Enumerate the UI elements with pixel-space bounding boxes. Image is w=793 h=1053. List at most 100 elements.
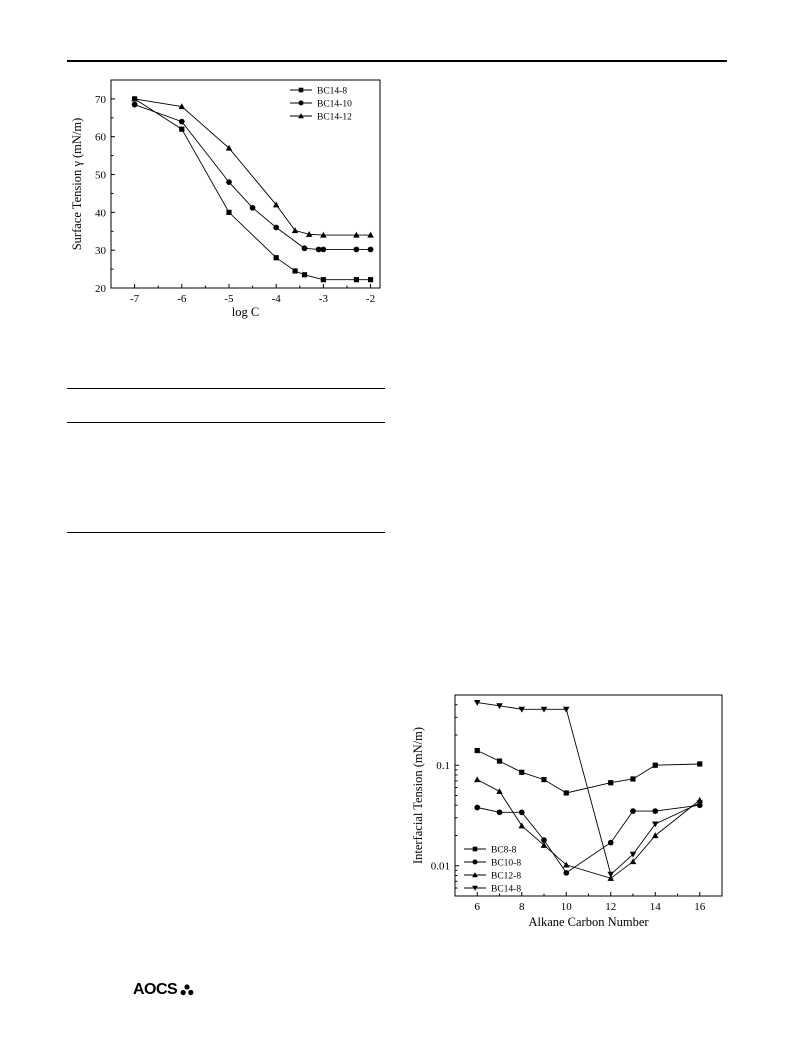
legend-label: BC8-8 bbox=[491, 846, 517, 856]
series-bc10-8 bbox=[474, 802, 703, 876]
legend-label: BC14-10 bbox=[317, 100, 352, 110]
data-point bbox=[652, 808, 659, 814]
x-tick-label: 14 bbox=[650, 901, 662, 913]
legend-label: BC14-12 bbox=[317, 113, 352, 123]
data-point bbox=[629, 858, 637, 865]
x-tick-label: 6 bbox=[475, 901, 481, 913]
table-header-rule bbox=[67, 422, 385, 423]
plot-frame bbox=[110, 79, 381, 289]
data-point bbox=[540, 841, 548, 848]
data-point bbox=[353, 277, 360, 283]
data-point bbox=[540, 706, 548, 713]
data-point bbox=[607, 839, 614, 846]
legend-label: BC14-8 bbox=[491, 885, 521, 895]
data-point bbox=[353, 231, 360, 238]
data-point bbox=[178, 118, 185, 125]
data-point bbox=[541, 776, 547, 783]
y-tick-label: 70 bbox=[95, 94, 107, 106]
data-point bbox=[179, 126, 185, 132]
legend-marker bbox=[472, 846, 478, 852]
x-tick-label: 16 bbox=[694, 901, 706, 913]
data-point bbox=[563, 861, 570, 868]
y-axis-title: Surface Tension γ (mN/m) bbox=[70, 118, 84, 251]
data-point bbox=[629, 851, 637, 858]
data-point bbox=[474, 700, 481, 706]
data-point bbox=[320, 277, 326, 283]
data-point bbox=[178, 103, 186, 110]
data-point bbox=[273, 255, 279, 261]
data-point bbox=[315, 246, 322, 253]
aocs-logo-text: AOCS bbox=[133, 981, 178, 998]
data-point bbox=[225, 144, 233, 151]
data-point bbox=[541, 837, 547, 843]
x-tick-label: -4 bbox=[272, 293, 282, 305]
data-point bbox=[519, 769, 525, 775]
x-tick-label: 12 bbox=[605, 901, 616, 913]
page-header-rule bbox=[67, 60, 727, 62]
legend-label: BC12-8 bbox=[491, 872, 521, 882]
legend-marker bbox=[472, 872, 478, 878]
y-tick-label: 40 bbox=[95, 207, 107, 219]
data-point bbox=[367, 277, 374, 283]
data-point bbox=[367, 231, 374, 238]
data-point bbox=[226, 179, 232, 185]
legend: BC14-8 BC14-10 BC14-12 bbox=[290, 87, 352, 123]
data-point bbox=[474, 804, 481, 811]
legend-label: BC14-8 bbox=[317, 87, 347, 97]
data-point bbox=[563, 790, 569, 796]
data-point bbox=[320, 246, 327, 253]
y-tick-label: 30 bbox=[95, 245, 107, 257]
data-point bbox=[305, 231, 313, 237]
x-tick-label: 10 bbox=[561, 901, 573, 913]
data-point bbox=[563, 706, 570, 713]
y-tick-label: 0.01 bbox=[431, 861, 450, 873]
x-tick-label: 8 bbox=[519, 901, 525, 913]
legend-marker bbox=[298, 100, 304, 106]
data-point bbox=[496, 788, 503, 794]
data-point bbox=[291, 227, 299, 234]
data-point bbox=[301, 245, 308, 252]
data-point bbox=[630, 776, 636, 782]
data-point bbox=[496, 703, 503, 710]
legend-label: BC10-8 bbox=[491, 859, 521, 869]
data-point bbox=[652, 762, 658, 768]
x-axis-title: Alkane Carbon Number bbox=[528, 915, 649, 929]
x-tick-label: -6 bbox=[177, 293, 187, 305]
y-tick-label: 20 bbox=[95, 283, 107, 295]
x-tick-label: -5 bbox=[224, 293, 234, 305]
x-axis-title: log C bbox=[232, 305, 259, 319]
data-point bbox=[131, 101, 138, 108]
data-point bbox=[292, 268, 298, 274]
data-point bbox=[518, 809, 525, 816]
data-point bbox=[630, 808, 636, 814]
series-line bbox=[134, 104, 371, 250]
y-tick-label: 0.1 bbox=[436, 760, 450, 772]
table-top-rule bbox=[67, 388, 385, 389]
data-point bbox=[353, 246, 360, 253]
x-tick-label: -7 bbox=[130, 293, 140, 305]
data-point bbox=[273, 224, 280, 231]
x-tick-label: -2 bbox=[366, 293, 375, 305]
data-point bbox=[320, 231, 327, 238]
y-axis-title: Interfacial Tension (mN/m) bbox=[411, 727, 425, 864]
legend-marker bbox=[298, 87, 304, 93]
data-point bbox=[696, 800, 703, 807]
data-point bbox=[652, 832, 659, 839]
legend-marker bbox=[298, 113, 304, 119]
legend: BC8-8 BC10-8 BC12-8 BC14-8 bbox=[464, 846, 521, 895]
aocs-logo-mark-icon bbox=[180, 984, 194, 996]
x-tick-label: -3 bbox=[319, 293, 329, 305]
data-point bbox=[301, 272, 308, 278]
data-point bbox=[474, 776, 481, 783]
data-point bbox=[496, 758, 503, 764]
data-point bbox=[518, 822, 525, 829]
series-bc14-10 bbox=[131, 101, 374, 253]
data-point bbox=[226, 209, 232, 215]
y-tick-label: 60 bbox=[95, 132, 107, 144]
series-line bbox=[477, 750, 700, 794]
data-point bbox=[607, 875, 614, 881]
data-point bbox=[652, 821, 659, 828]
data-point bbox=[249, 204, 256, 211]
data-point bbox=[367, 246, 374, 253]
